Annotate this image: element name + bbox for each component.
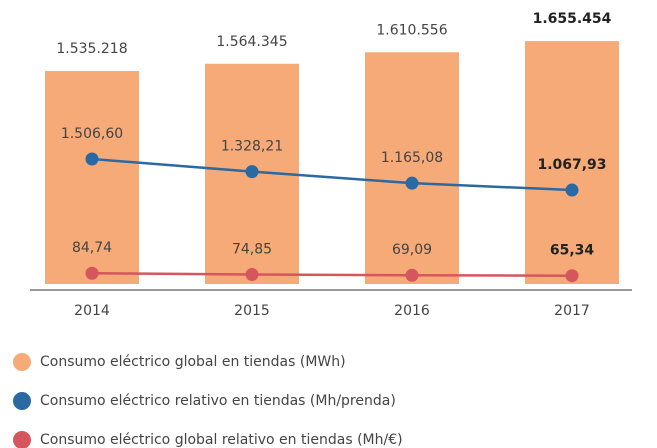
line-point [245,267,259,281]
line-point [565,269,579,283]
bar-value-label: 1.564.345 [216,34,287,50]
line-point [565,183,579,197]
legend-label: Consumo eléctrico global en tiendas (MWh… [40,354,346,370]
legend-swatch [13,353,31,371]
line-point [405,268,419,282]
line-value-label: 69,09 [392,242,432,258]
bar [525,41,619,284]
line-value-label: 1.067,93 [537,157,606,173]
legend-label: Consumo eléctrico global relativo en tie… [40,432,403,448]
line-value-label: 65,34 [550,243,595,259]
line-point [405,176,419,190]
bar-value-label: 1.535.218 [56,41,127,57]
line-value-label: 74,85 [232,241,272,257]
bar-value-label: 1.610.556 [376,22,447,38]
line-point [85,152,99,166]
line-point [245,165,259,179]
line-value-label: 1.506,60 [61,126,123,142]
bar [45,71,139,284]
legend-swatch [13,392,31,410]
line-point [85,266,99,280]
legend-swatch [13,431,31,448]
legend-label: Consumo eléctrico relativo en tiendas (M… [40,393,396,409]
x-tick-label: 2014 [74,303,110,319]
line [91,157,573,192]
line-value-label: 1.328,21 [221,139,283,155]
bar [365,52,459,284]
x-tick-label: 2015 [234,303,270,319]
bar-value-label: 1.655.454 [533,11,612,27]
x-tick-label: 2017 [554,303,590,319]
line-value-label: 84,74 [72,240,112,256]
line [91,271,573,277]
line-value-label: 1.165,08 [381,150,443,166]
x-tick-label: 2016 [394,303,430,319]
